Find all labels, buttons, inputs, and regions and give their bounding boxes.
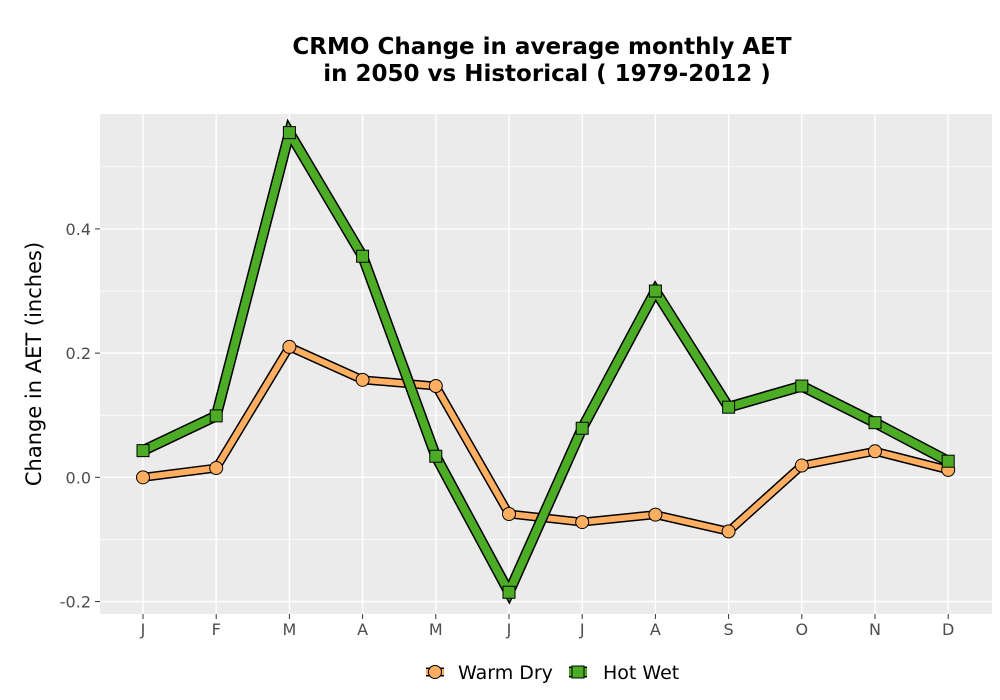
- data-point: [648, 284, 662, 298]
- x-tick-label: O: [796, 620, 809, 639]
- x-tick-label: M: [429, 620, 443, 639]
- data-point: [721, 524, 736, 539]
- y-tick-label: 0.4: [66, 220, 91, 239]
- y-tick-label: 0.0: [66, 468, 91, 487]
- data-point: [209, 409, 223, 423]
- x-tick-label: F: [212, 620, 221, 639]
- data-point: [868, 444, 882, 459]
- data-point: [941, 454, 955, 468]
- legend-key-marker: [428, 665, 442, 679]
- chart-title-line1: CRMO Change in average monthly AET: [292, 34, 791, 60]
- series-hot-wet: [136, 118, 955, 605]
- series-layer: [136, 118, 956, 605]
- chart-title-line2: in 2050 vs Historical ( 1979-2012 ): [323, 61, 770, 87]
- y-axis: -0.2 0.0 0.2 0.4: [60, 220, 100, 612]
- data-point: [282, 126, 296, 140]
- x-tick-label: D: [942, 620, 954, 639]
- x-tick-label: S: [724, 620, 734, 639]
- data-point: [355, 372, 370, 387]
- data-point: [136, 470, 150, 485]
- x-tick-label: A: [357, 620, 368, 639]
- data-point: [356, 249, 370, 263]
- x-tick-label: J: [506, 620, 512, 639]
- y-tick-label: -0.2: [60, 593, 91, 612]
- data-point: [428, 379, 443, 394]
- data-point: [429, 449, 443, 463]
- data-point: [575, 515, 590, 530]
- legend-label: Hot Wet: [603, 662, 679, 684]
- data-point: [209, 461, 224, 476]
- x-tick-label: J: [140, 620, 146, 639]
- data-point: [722, 400, 736, 414]
- data-point: [795, 379, 809, 393]
- data-point: [502, 507, 516, 521]
- x-tick-label: M: [282, 620, 296, 639]
- data-point: [868, 416, 882, 430]
- data-point: [575, 421, 589, 435]
- data-point: [794, 458, 809, 473]
- plot-panel: [100, 114, 992, 614]
- x-tick-label: A: [650, 620, 661, 639]
- legend: Warm Dry Hot Wet: [426, 662, 679, 684]
- legend-key-marker: [571, 665, 585, 679]
- series-line: [141, 122, 951, 602]
- data-point: [282, 339, 297, 354]
- data-point: [136, 444, 150, 458]
- x-tick-label: J: [579, 620, 585, 639]
- data-point: [502, 585, 516, 599]
- x-tick-label: N: [869, 620, 881, 639]
- y-tick-label: 0.2: [66, 344, 91, 363]
- data-point: [648, 507, 663, 522]
- legend-label: Warm Dry: [458, 662, 553, 684]
- y-axis-label: Change in AET (inches): [22, 242, 46, 486]
